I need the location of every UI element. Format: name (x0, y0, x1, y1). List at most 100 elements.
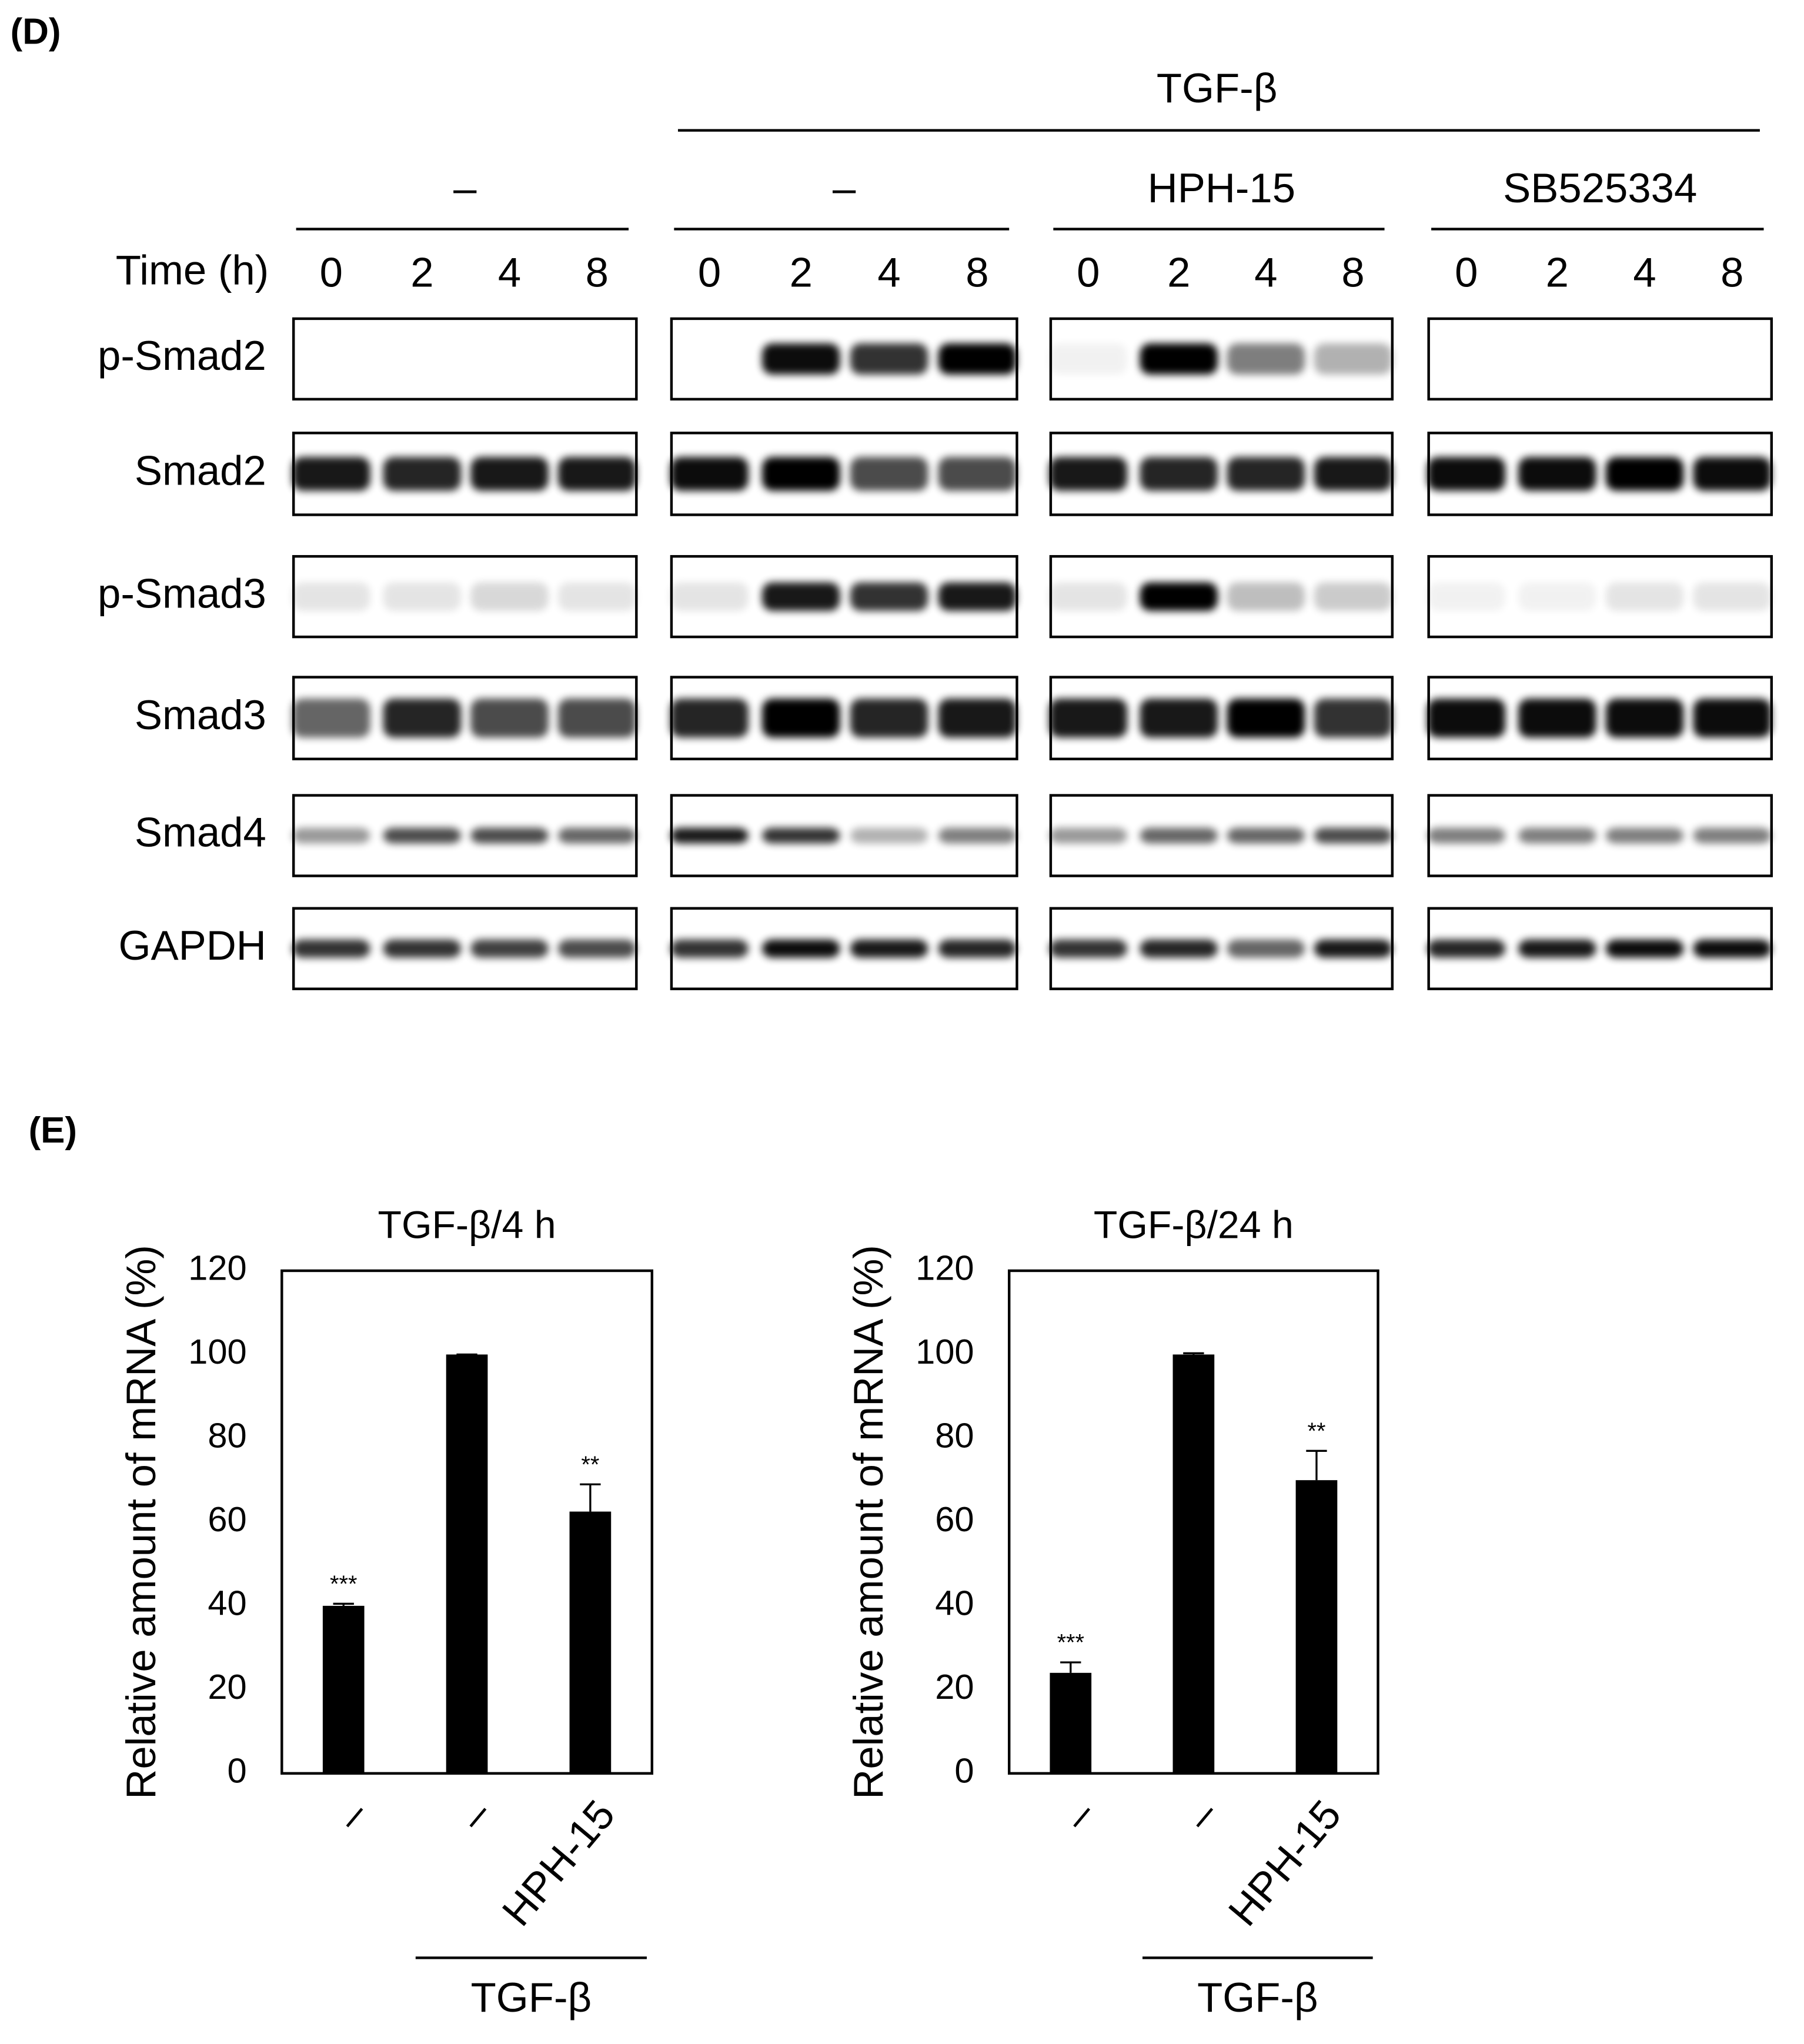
time-label: 0 (698, 249, 721, 296)
plot-frame (1008, 1269, 1379, 1775)
bar (569, 1511, 612, 1774)
band (850, 939, 928, 958)
error-bar (1060, 1661, 1081, 1673)
band (850, 343, 928, 375)
band (1693, 939, 1771, 958)
time-label: 2 (1546, 249, 1569, 296)
band (383, 827, 462, 844)
group-label: SB525334 (1503, 165, 1697, 211)
band (1049, 827, 1128, 844)
time-label: 8 (966, 249, 988, 296)
protein-label: p-Smad3 (98, 570, 266, 616)
significance: ** (581, 1452, 599, 1478)
band (1227, 699, 1305, 738)
band (292, 457, 370, 491)
band (850, 457, 928, 491)
band (292, 699, 370, 738)
band (557, 939, 636, 958)
band (938, 827, 1017, 844)
band (762, 343, 840, 375)
time-label: 8 (1341, 249, 1364, 296)
band (762, 582, 840, 611)
band (1140, 343, 1218, 375)
y-tick-label: 40 (208, 1584, 246, 1623)
band (1049, 699, 1128, 738)
significance: *** (1057, 1630, 1084, 1656)
significance: ** (1307, 1418, 1325, 1444)
band (1314, 827, 1392, 844)
band (762, 827, 840, 844)
band (557, 827, 636, 844)
band (670, 699, 749, 738)
band (470, 699, 549, 738)
y-axis-label: Relative amount of mRNA (%) (118, 1245, 164, 1799)
protein-label: Smad3 (135, 692, 266, 738)
band (1427, 457, 1506, 491)
y-tick-label: 80 (208, 1416, 246, 1455)
time-label: 0 (1077, 249, 1100, 296)
band (938, 582, 1017, 611)
time-label: 4 (498, 249, 521, 296)
time-label: 4 (1633, 249, 1656, 296)
y-tick-label: 120 (916, 1248, 974, 1288)
band (1605, 939, 1684, 958)
time-label: 4 (1254, 249, 1277, 296)
band (1427, 827, 1506, 844)
band (1605, 827, 1684, 844)
significance: *** (330, 1571, 357, 1597)
band (1140, 582, 1218, 611)
band (383, 582, 462, 611)
group-label: HPH-15 (1148, 165, 1295, 211)
y-tick-label: 20 (208, 1667, 246, 1706)
y-tick-label: 40 (935, 1584, 974, 1623)
group-label: – (453, 165, 477, 211)
band (470, 457, 549, 491)
band (1227, 343, 1305, 375)
band (1518, 827, 1596, 844)
band (1227, 939, 1305, 958)
band (292, 939, 370, 958)
band (292, 582, 370, 611)
x-tick-label: HPH-15 (493, 1791, 624, 1934)
time-label: 0 (1455, 249, 1478, 296)
plot-frame (280, 1269, 654, 1775)
chart-title: TGF-β/24 h (1094, 1204, 1294, 1247)
band (1314, 457, 1392, 491)
y-tick-label: 120 (188, 1248, 246, 1288)
band (1227, 827, 1305, 844)
band (1140, 939, 1218, 958)
band (557, 582, 636, 611)
band (470, 939, 549, 958)
y-axis-label: Relative amount of mRNA (%) (845, 1245, 891, 1799)
band (1518, 582, 1596, 611)
time-label: 4 (877, 249, 900, 296)
band (383, 457, 462, 491)
x-tick-label: – (450, 1791, 500, 1839)
band (670, 457, 749, 491)
bar (1295, 1480, 1338, 1774)
time-label: 0 (320, 249, 343, 296)
x-tick-label: HPH-15 (1220, 1791, 1350, 1934)
band (1314, 939, 1392, 958)
bar (446, 1354, 488, 1774)
blot-frame (1427, 317, 1773, 401)
y-tick-label: 0 (954, 1751, 974, 1791)
time-label: 2 (1167, 249, 1190, 296)
band (1314, 699, 1392, 738)
band (762, 699, 840, 738)
y-tick-label: 60 (935, 1499, 974, 1539)
band (1049, 939, 1128, 958)
band (1049, 457, 1128, 491)
protein-label: GAPDH (118, 922, 266, 968)
x-tick-label: – (1177, 1791, 1227, 1839)
bar (1172, 1354, 1215, 1774)
panel-label: (E) (29, 1110, 77, 1151)
band (470, 582, 549, 611)
protein-label: Smad2 (135, 447, 266, 494)
band (1140, 827, 1218, 844)
band (1693, 699, 1771, 738)
band (1693, 457, 1771, 491)
blot-frame (292, 317, 638, 401)
